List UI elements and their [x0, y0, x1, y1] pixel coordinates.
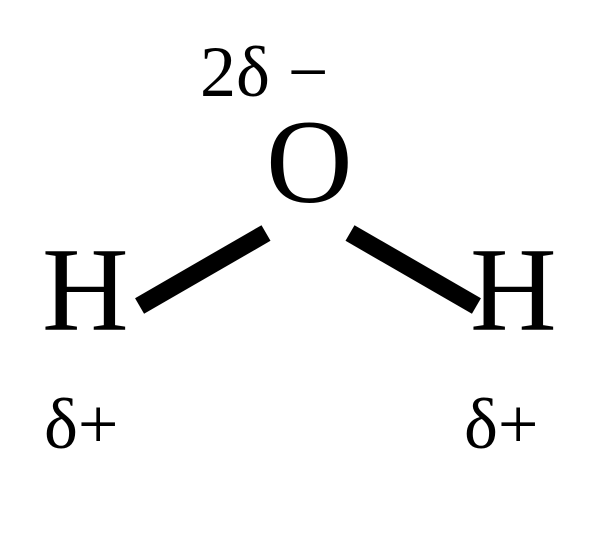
- hydrogen-right-charge-label: δ+: [464, 388, 539, 460]
- oxygen-atom: O: [266, 102, 353, 222]
- bond-left: [135, 225, 270, 314]
- bond-right: [346, 225, 481, 314]
- hydrogen-left-atom: H: [42, 230, 129, 350]
- hydrogen-left-charge-label: δ+: [44, 388, 119, 460]
- hydrogen-right-atom: H: [470, 230, 557, 350]
- oxygen-charge-label: 2δ −: [200, 36, 329, 108]
